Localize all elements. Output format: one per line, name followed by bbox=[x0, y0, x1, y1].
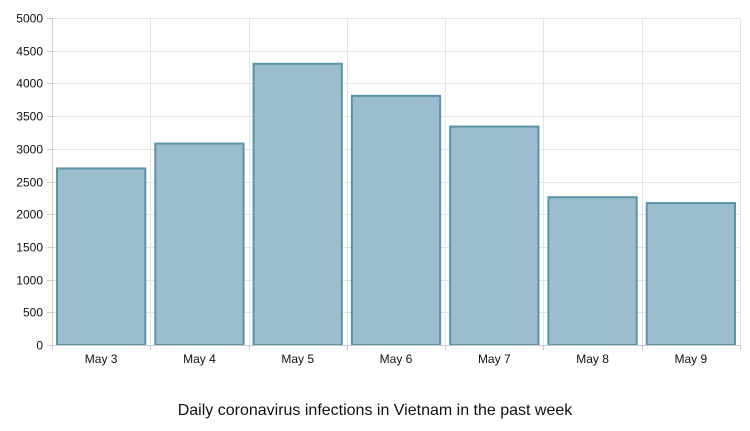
x-tick-label: May 3 bbox=[85, 352, 118, 366]
y-tick-label: 0 bbox=[36, 339, 43, 353]
x-tick-label: May 4 bbox=[183, 352, 216, 366]
bar-may-4 bbox=[154, 142, 245, 346]
bar-may-6 bbox=[350, 94, 442, 346]
y-tick-label: 5000 bbox=[16, 12, 43, 26]
axes-group bbox=[52, 18, 740, 346]
y-tick-label: 1500 bbox=[16, 241, 43, 255]
bar-may-3 bbox=[56, 167, 147, 346]
y-tick-label: 1000 bbox=[16, 274, 43, 288]
x-tick-label: May 9 bbox=[675, 352, 708, 366]
bar-may-5 bbox=[252, 62, 343, 346]
x-axis-ticks: May 3 May 4 May 5 May 6 May 7 May 8 May 9 bbox=[52, 345, 741, 366]
y-tick-label: 4000 bbox=[16, 77, 43, 91]
chart-caption: Daily coronavirus infections in Vietnam … bbox=[177, 402, 573, 419]
bar-may-7 bbox=[449, 125, 540, 347]
bar-chart: 0 500 1000 1500 2000 2500 3000 3500 4000 4500 5000… bbox=[16, 12, 741, 366]
x-tick-label: May 5 bbox=[281, 352, 314, 366]
bar-may-8 bbox=[547, 196, 638, 346]
y-tick-label: 3500 bbox=[16, 110, 43, 124]
y-tick-label: 3000 bbox=[16, 143, 43, 157]
y-axis-ticks: 0 500 1000 1500 2000 2500 3000 3500 4000 4500 5000 bbox=[16, 12, 52, 353]
y-tick-label: 2500 bbox=[16, 176, 43, 190]
x-tick-label: May 6 bbox=[380, 352, 413, 366]
y-tick-label: 4500 bbox=[16, 45, 43, 59]
y-tick-label: 2000 bbox=[16, 208, 43, 222]
x-tick-label: May 8 bbox=[576, 352, 609, 366]
bar-may-9 bbox=[645, 202, 737, 346]
bars-group bbox=[56, 62, 737, 347]
y-tick-label: 500 bbox=[23, 306, 43, 320]
x-tick-label: May 7 bbox=[478, 352, 511, 366]
